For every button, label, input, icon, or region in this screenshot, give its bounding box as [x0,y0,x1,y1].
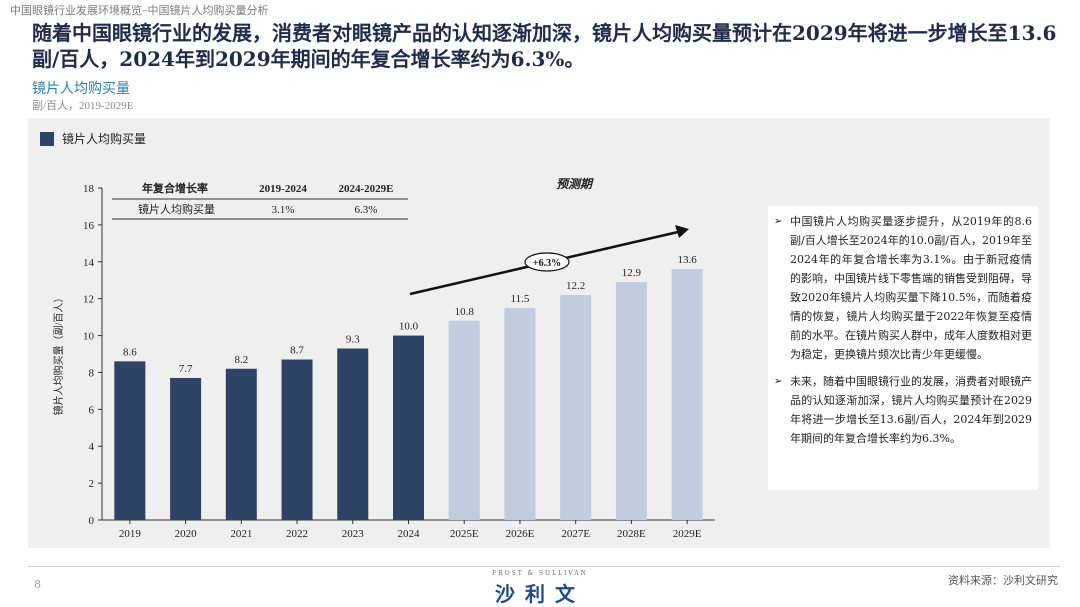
chart-legend: 镜片人均购买量 [40,130,146,147]
y-tick-label: 12 [83,294,94,306]
data-label: 12.9 [622,267,642,279]
bar [170,377,202,520]
data-label: 8.7 [290,345,304,357]
y-tick-label: 2 [89,478,95,490]
cagr-table-header: 2019-2024 [259,183,307,195]
bar [615,282,647,520]
growth-badge-shape [524,252,570,272]
x-tick-label: 2025E [450,528,479,540]
data-label: 10.8 [455,306,475,318]
y-tick-label: 18 [83,183,95,195]
legend-swatch [40,131,54,146]
data-label: 11.5 [511,293,530,305]
notes-box: ➢ 中国镜片人均购买量逐步提升，从2019年的8.6副/百人增长至2024年的1… [768,206,1038,490]
y-tick-label: 10 [83,331,95,343]
x-tick-label: 2022 [286,528,308,540]
x-tick-label: 2020 [175,528,198,540]
note-item: ➢ 未来，随着中国眼镜行业的发展，消费者对眼镜产品的认知逐渐加深，镜片人均购买量… [774,372,1032,448]
logo: 沙利文 [495,582,585,606]
data-label: 10.0 [399,321,419,333]
x-tick-label: 2019 [119,528,142,540]
y-axis-label: 镜片人均购买量（副/百人） [52,293,65,416]
logo-caption: FROST & SULLIVAN [492,570,588,577]
forecast-period-label: 预测期 [556,177,594,191]
note-item: ➢ 中国镜片人均购买量逐步提升，从2019年的8.6副/百人增长至2024年的1… [774,212,1032,364]
x-tick-label: 2024 [398,528,421,540]
x-tick-label: 2028E [617,528,646,540]
data-label: 12.2 [566,280,585,292]
bar [337,348,369,520]
x-tick-label: 2023 [342,528,365,540]
arrow-head-icon [675,225,689,238]
chart-unit: 副/百人，2019-2029E [32,100,134,112]
page-title: 随着中国眼镜行业的发展，消费者对眼镜产品的认知逐渐加深，镜片人均购买量预计在20… [32,21,1057,71]
x-tick-label: 2026E [506,528,535,540]
footer-divider [28,566,1060,567]
bar [281,359,313,520]
data-label: 13.6 [678,254,698,266]
bar [393,335,424,520]
data-label: 8.2 [234,354,248,366]
arrow-bullet-icon: ➢ [774,376,783,387]
data-label: 9.3 [346,333,360,345]
bar [560,294,592,520]
y-tick-label: 6 [89,404,95,416]
data-label: 8.6 [123,346,137,358]
arrow-bullet-icon: ➢ [774,216,783,227]
bar [114,361,146,520]
x-tick-label: 2029E [673,528,702,540]
y-tick-label: 4 [89,441,95,453]
bar [671,269,703,520]
x-tick-label: 2021 [230,528,252,540]
y-tick-label: 14 [83,257,95,269]
cagr-table-cell: 6.3% [355,204,378,216]
page-number: 8 [34,578,41,591]
note-text: 未来，随着中国眼镜行业的发展，消费者对眼镜产品的认知逐渐加深，镜片人均购买量预计… [790,375,1032,445]
bar [225,368,257,520]
x-tick-label: 2027E [561,528,590,540]
legend-label: 镜片人均购买量 [62,132,147,146]
cagr-table-cell: 3.1% [272,204,295,216]
breadcrumb: 中国眼镜行业发展环境概览–中国镜片人均购买量分析 [10,4,269,17]
cagr-table-header: 年复合增长率 [142,181,208,195]
note-text: 中国镜片人均购买量逐步提升，从2019年的8.6副/百人增长至2024年的10.… [790,215,1032,361]
y-tick-label: 8 [89,367,95,379]
bar [504,307,536,520]
growth-badge: +6.3% [533,258,561,269]
cagr-table-header: 2024-2029E [339,183,394,195]
source-note: 资料来源：沙利文研究 [948,574,1058,587]
data-label: 7.7 [179,363,193,375]
bar [448,320,480,520]
y-tick-label: 16 [83,220,95,232]
cagr-table-cell: 镜片人均购买量 [138,202,215,216]
chart-subtitle: 镜片人均购买量 [32,81,130,97]
y-tick-label: 0 [89,515,95,527]
